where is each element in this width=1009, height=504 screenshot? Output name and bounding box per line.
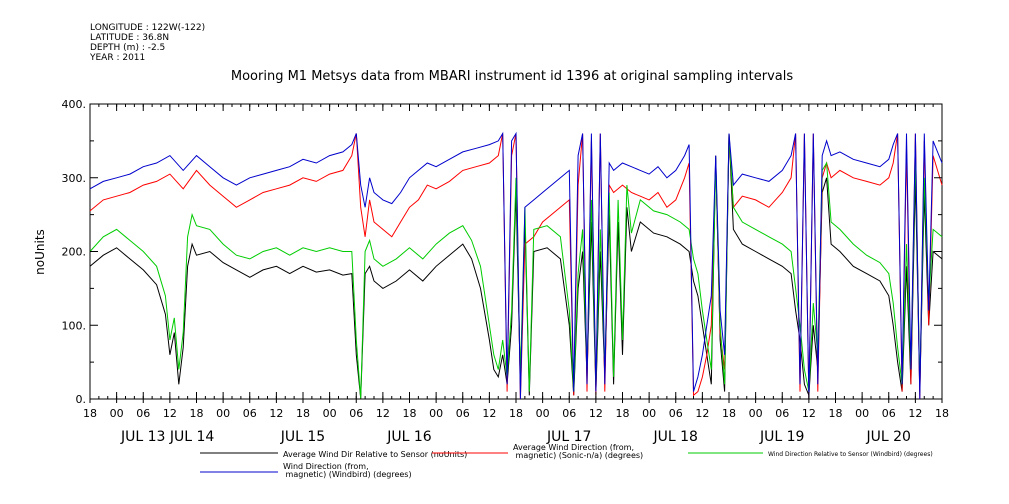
y-tick-label: 400. xyxy=(62,98,87,111)
series-line-4 xyxy=(89,131,943,400)
x-hour-label: 00 xyxy=(855,407,869,420)
meta-longitude: LONGITUDE : 122W(-122) xyxy=(90,23,205,33)
x-hour-label: 18 xyxy=(829,407,843,420)
x-hour-label: 18 xyxy=(935,407,949,420)
x-hour-label: 12 xyxy=(908,407,922,420)
x-hour-label: 12 xyxy=(269,407,283,420)
x-day-label: JUL 13 xyxy=(120,429,165,445)
x-hour-label: 18 xyxy=(190,407,204,420)
meta-depth: DEPTH (m) : -2.5 xyxy=(90,43,165,53)
x-hour-label: 18 xyxy=(83,407,97,420)
meta-year: YEAR : 2011 xyxy=(89,53,145,63)
y-tick-label: 200. xyxy=(62,246,87,259)
x-day-label: JUL 20 xyxy=(866,429,911,445)
x-hour-label: 06 xyxy=(349,407,363,420)
y-tick-label: 0. xyxy=(76,393,87,406)
x-hour-label: 00 xyxy=(536,407,550,420)
x-hour-label: 18 xyxy=(509,407,523,420)
x-day-label: JUL 18 xyxy=(653,429,698,445)
legend-label-3: Wind Direction Relative to Sensor (Windb… xyxy=(768,451,933,458)
chart-title: Mooring M1 Metsys data from MBARI instru… xyxy=(231,69,793,84)
x-day-label: JUL 19 xyxy=(759,429,804,445)
axis-layer: 0. 100. 200. 300. 400. 18 00 06 12 18 00 06 12 18 00 06… xyxy=(62,98,950,445)
x-hour-label: 06 xyxy=(775,407,789,420)
y-tick-label: 100. xyxy=(62,319,87,332)
x-day-label: JUL 15 xyxy=(280,429,325,445)
series-layer xyxy=(89,131,943,400)
x-hour-label: 00 xyxy=(216,407,230,420)
x-hour-label: 00 xyxy=(429,407,443,420)
legend: Average Wind Dir Relative to Sensor (noU… xyxy=(200,443,933,479)
legend-label-2: Average Wind Direction (from, magnetic) … xyxy=(513,443,643,460)
x-day-label: JUL 17 xyxy=(546,429,591,445)
x-hour-label: 18 xyxy=(616,407,630,420)
legend-label-1: Average Wind Dir Relative to Sensor (noU… xyxy=(283,450,467,459)
x-hour-label: 00 xyxy=(642,407,656,420)
x-hour-label: 12 xyxy=(376,407,390,420)
x-hour-label: 12 xyxy=(589,407,603,420)
x-day-label: JUL 14 xyxy=(169,429,215,445)
x-hour-label: 12 xyxy=(482,407,496,420)
meta-latitude: LATITUDE : 36.8N xyxy=(90,33,169,43)
x-hour-label: 12 xyxy=(802,407,816,420)
legend-label-4: Wind Direction (from, magnetic) (Windbir… xyxy=(283,462,412,479)
x-hour-label: 18 xyxy=(722,407,736,420)
x-hour-label: 06 xyxy=(669,407,683,420)
y-tick-label: 300. xyxy=(62,172,87,185)
x-hour-label: 06 xyxy=(562,407,576,420)
x-hour-label: 18 xyxy=(296,407,310,420)
x-hour-label: 12 xyxy=(695,407,709,420)
x-hour-label: 18 xyxy=(403,407,417,420)
x-hour-label: 12 xyxy=(163,407,177,420)
x-hour-label: 06 xyxy=(243,407,257,420)
x-hour-label: 06 xyxy=(882,407,896,420)
x-hour-label: 00 xyxy=(749,407,763,420)
x-hour-label: 06 xyxy=(136,407,150,420)
x-day-label: JUL 16 xyxy=(386,429,432,445)
x-hour-label: 00 xyxy=(110,407,124,420)
x-hour-label: 06 xyxy=(456,407,470,420)
y-axis-label: noUnits xyxy=(33,229,47,275)
x-hour-label: 00 xyxy=(323,407,337,420)
